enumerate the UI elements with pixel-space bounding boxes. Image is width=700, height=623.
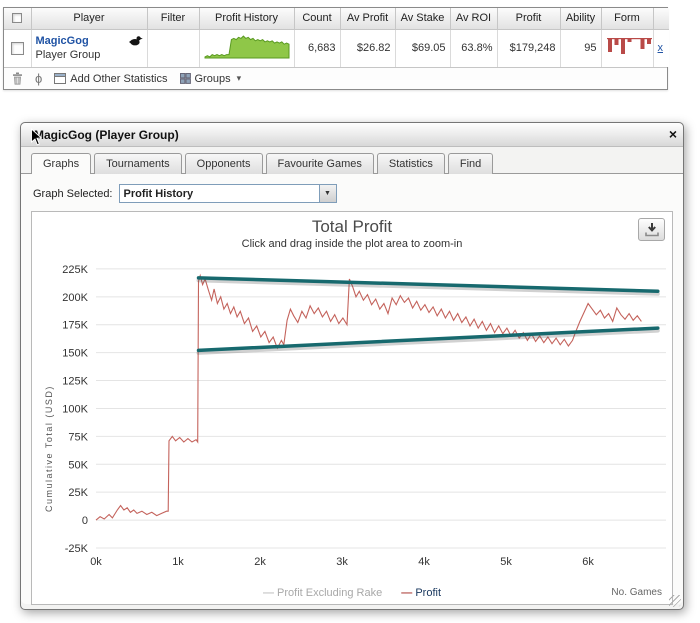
tab-find[interactable]: Find <box>447 153 494 174</box>
svg-text:2k: 2k <box>254 556 266 568</box>
svg-text:225K: 225K <box>62 264 88 276</box>
form-cell <box>600 28 654 67</box>
chart-subtitle: Click and drag inside the plot area to z… <box>241 238 463 250</box>
close-button[interactable]: × <box>668 126 677 142</box>
profit-chart[interactable]: 225K 200K 175K 150K 125K 100K 75K 50K 25K 0 -25K0k… <box>50 252 675 570</box>
legend-label: Profit Excluding Rake <box>277 587 383 599</box>
player-row[interactable]: MagicGog Player Group <box>4 28 669 67</box>
chart-panel[interactable]: Total Profit Click and drag inside the p… <box>31 211 673 605</box>
select-all-header[interactable] <box>4 8 32 30</box>
filter-cell[interactable] <box>146 28 200 67</box>
svg-text:1k: 1k <box>172 556 184 568</box>
header-count[interactable]: Count <box>293 8 341 30</box>
tab-tournaments[interactable]: Tournaments <box>94 153 182 174</box>
header-av-stake[interactable]: Av Stake <box>394 8 451 30</box>
player-dialog: MagicGog (Player Group) × Graphs Tournam… <box>20 122 684 610</box>
x-axis-note: No. Games <box>611 587 662 598</box>
dialog-body: Graph Selected: Profit History ▼ Total P… <box>21 173 683 605</box>
ability-cell: 95 <box>559 28 602 67</box>
svg-text:125K: 125K <box>62 376 88 388</box>
legend-item-profit[interactable]: — Profit <box>401 587 441 599</box>
svg-text:0: 0 <box>82 515 88 527</box>
header-ability[interactable]: Ability <box>559 8 602 30</box>
trash-icon <box>13 72 22 85</box>
profit-history-sparkline <box>204 35 289 59</box>
header-av-roi[interactable]: Av ROI <box>449 8 498 30</box>
remove-row-link[interactable]: x <box>657 42 664 55</box>
svg-text:175K: 175K <box>62 320 88 332</box>
add-other-statistics-button[interactable]: Add Other Statistics <box>54 72 168 85</box>
svg-text:50K: 50K <box>68 459 88 471</box>
header-profit[interactable]: Profit <box>496 8 561 30</box>
graph-selected-label: Graph Selected: <box>33 187 113 200</box>
header-av-profit[interactable]: Av Profit <box>339 8 396 30</box>
header-form[interactable]: Form <box>600 8 654 30</box>
legend-swatch: — <box>262 587 274 599</box>
player-stats-panel: Player Filter Profit History Count Av Pr… <box>3 7 669 90</box>
graph-selector[interactable]: Profit History ▼ <box>118 184 337 203</box>
av-stake-cell: $69.05 <box>394 28 451 67</box>
svg-text:4k: 4k <box>418 556 430 568</box>
player-stats-table: Player Filter Profit History Count Av Pr… <box>4 8 669 67</box>
svg-text:5k: 5k <box>500 556 512 568</box>
profit-history-cell[interactable] <box>198 28 295 67</box>
svg-text:100K: 100K <box>62 403 88 415</box>
y-axis-label: Cumulative Total (USD) <box>44 385 54 512</box>
av-profit-cell: $26.82 <box>339 28 396 67</box>
player-note-duck-icon <box>128 36 143 46</box>
chart-legend: — Profit Excluding Rake — Profit <box>32 587 672 599</box>
svg-text:75K: 75K <box>68 431 88 443</box>
tab-favourite-games[interactable]: Favourite Games <box>265 153 374 174</box>
player-name-link[interactable]: MagicGog <box>35 35 89 48</box>
download-icon <box>644 223 659 237</box>
tab-statistics[interactable]: Statistics <box>376 153 445 174</box>
svg-text:25K: 25K <box>68 487 88 499</box>
select-all-checkbox[interactable] <box>12 13 23 24</box>
form-mini-chart <box>606 37 652 54</box>
groups-grid-icon <box>179 73 191 84</box>
graph-selector-value: Profit History <box>123 187 194 200</box>
dropdown-arrow-icon[interactable]: ▼ <box>318 185 336 202</box>
tab-opponents[interactable]: Opponents <box>184 153 263 174</box>
add-other-statistics-label: Add Other Statistics <box>70 72 168 85</box>
av-roi-cell: 63.8% <box>449 28 498 67</box>
export-chart-button[interactable] <box>638 218 665 241</box>
chart-title: Total Profit <box>311 217 393 236</box>
header-player[interactable]: Player <box>30 8 148 30</box>
svg-text:6k: 6k <box>582 556 594 568</box>
table-header-row: Player Filter Profit History Count Av Pr… <box>4 8 669 30</box>
refresh-button[interactable]: ϕ <box>35 71 43 86</box>
groups-button[interactable]: Groups ▾ <box>179 72 242 85</box>
count-cell: 6,683 <box>293 28 341 67</box>
window-icon <box>54 73 67 84</box>
header-remove <box>652 8 669 30</box>
header-filter[interactable]: Filter <box>146 8 200 30</box>
resize-grip[interactable] <box>669 595 681 607</box>
dialog-title: MagicGog (Player Group) <box>34 128 179 142</box>
svg-text:0k: 0k <box>90 556 102 568</box>
tab-graphs[interactable]: Graphs <box>31 153 92 174</box>
legend-swatch: — <box>401 587 413 599</box>
profit-cell: $179,248 <box>496 28 561 67</box>
svg-text:3k: 3k <box>336 556 348 568</box>
legend-label: Profit <box>415 587 442 599</box>
legend-item-profit-excluding-rake[interactable]: — Profit Excluding Rake <box>263 587 382 599</box>
player-type-label: Player Group <box>35 49 101 62</box>
table-toolbar: ϕ Add Other Statistics Groups ▾ <box>4 67 667 89</box>
svg-text:-25K: -25K <box>65 543 89 555</box>
chevron-down-icon: ▾ <box>236 73 242 83</box>
row-checkbox[interactable] <box>10 41 24 55</box>
dialog-header[interactable]: MagicGog (Player Group) × <box>21 123 683 147</box>
svg-text:200K: 200K <box>62 292 88 304</box>
groups-label: Groups <box>194 72 231 85</box>
svg-text:150K: 150K <box>62 348 88 360</box>
header-profit-history[interactable]: Profit History <box>198 8 295 30</box>
delete-button[interactable] <box>12 72 23 85</box>
tab-bar: Graphs Tournaments Opponents Favourite G… <box>21 147 683 174</box>
